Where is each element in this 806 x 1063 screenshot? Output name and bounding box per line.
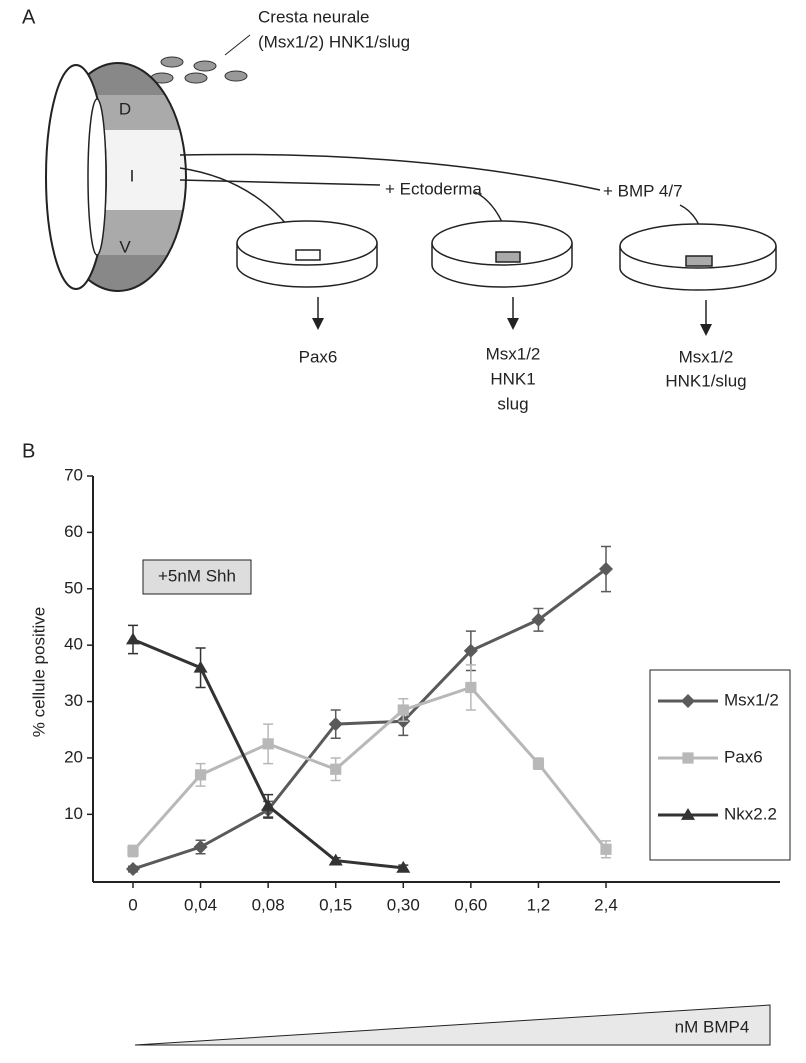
annotation-box: [142, 559, 252, 595]
point: [328, 853, 343, 866]
crest-title: Cresta neurale: [258, 7, 370, 26]
x-tick-label: 0: [128, 895, 137, 914]
point: [600, 843, 612, 855]
point: [126, 632, 140, 645]
y-tick-label: 60: [64, 522, 83, 541]
annotation: +5nM Shh: [158, 566, 236, 585]
y-axis-title: % cellule positive: [29, 607, 48, 737]
point: [531, 612, 546, 627]
x-tick-label: 0,04: [184, 895, 217, 914]
treatment: + BMP 4/7: [603, 181, 683, 200]
y-tick-label: 40: [64, 635, 83, 654]
point: [330, 763, 342, 775]
legend-label: Nkx2.2: [724, 804, 777, 823]
x-tick-label: 0,30: [387, 895, 420, 914]
y-tick-label: 20: [64, 747, 83, 766]
series-line: [132, 567, 607, 871]
x-tick-label: 0,60: [454, 895, 487, 914]
treatment: + Ectoderma: [385, 179, 482, 198]
point: [397, 704, 409, 716]
result: HNK1: [490, 369, 535, 388]
legend-label: Msx1/2: [724, 690, 779, 709]
y-tick-label: 70: [64, 465, 83, 484]
x-tick-label: 0,08: [252, 895, 285, 914]
dishes: [236, 220, 777, 291]
result-arrows: [312, 297, 712, 336]
result: Pax6: [299, 347, 338, 366]
series-line: [131, 685, 608, 852]
result: Msx1/2: [486, 344, 541, 363]
legend-label: Pax6: [724, 747, 763, 766]
lumen: [87, 98, 107, 256]
panel-label: B: [22, 440, 35, 462]
result: slug: [497, 394, 528, 413]
point: [465, 681, 477, 694]
point: [463, 643, 478, 658]
y-tick-label: 50: [64, 578, 83, 597]
point: [193, 840, 208, 855]
point: [396, 860, 411, 873]
gradient-wedge: [134, 1004, 771, 1046]
y-tick-label: 10: [64, 804, 83, 823]
point: [194, 769, 207, 781]
y-tick-label: 30: [64, 691, 83, 710]
x-axis-title: nM BMP4: [675, 1017, 750, 1036]
pointer: [224, 34, 251, 56]
region-label: V: [119, 237, 131, 256]
x-tick-label: 1,2: [527, 895, 551, 914]
point: [532, 757, 545, 770]
point: [262, 738, 274, 750]
point: [261, 798, 276, 811]
region-label: I: [130, 166, 135, 185]
region-label: D: [119, 99, 131, 118]
panel-label: A: [22, 6, 36, 28]
x-tick-label: 2,4: [594, 895, 618, 914]
point: [682, 752, 694, 764]
point: [328, 717, 343, 732]
crest-cells: [150, 56, 248, 84]
point: [681, 694, 695, 708]
point: [193, 660, 208, 673]
point: [126, 862, 140, 877]
result: HNK1/slug: [665, 371, 746, 390]
point: [681, 808, 695, 820]
x-tick-label: 0,15: [319, 895, 352, 914]
crest-markers: (Msx1/2) HNK1/slug: [258, 32, 410, 51]
result: Msx1/2: [679, 347, 734, 366]
point: [599, 562, 613, 577]
point: [127, 845, 139, 857]
